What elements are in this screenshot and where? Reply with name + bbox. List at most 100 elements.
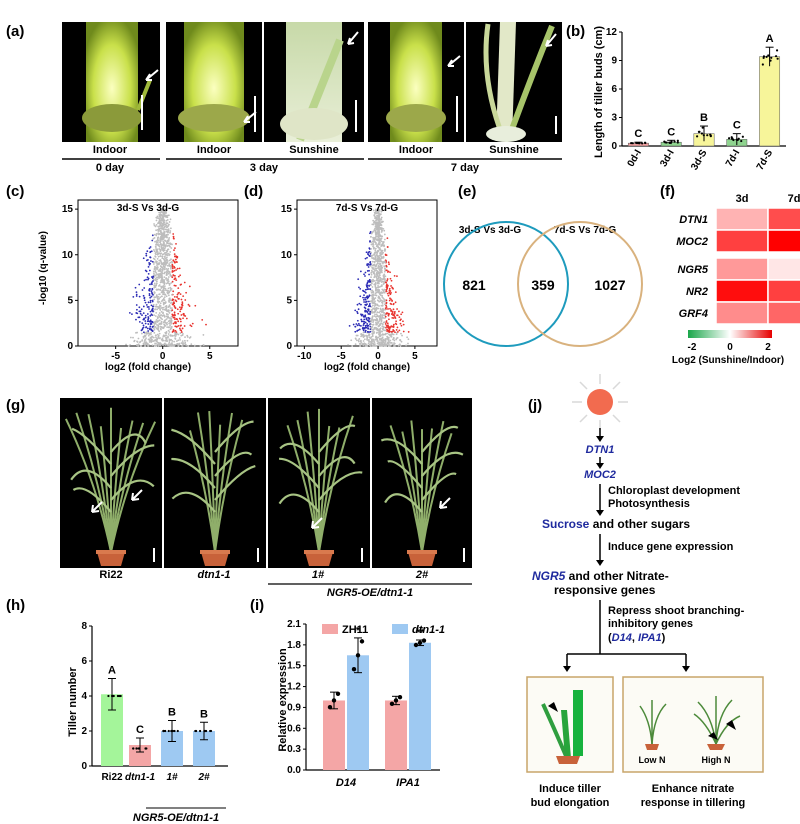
sun-icon xyxy=(572,374,628,430)
volcano-point xyxy=(177,344,180,347)
volcano-point xyxy=(157,335,160,338)
volcano-point xyxy=(146,306,149,308)
volcano-point xyxy=(359,340,362,343)
volcano-point xyxy=(378,247,381,249)
volcano-point xyxy=(163,285,166,288)
volcano-point xyxy=(363,301,365,303)
volcano-point xyxy=(374,221,376,224)
venn-right-label: 7d-S Vs 7d-G xyxy=(554,225,616,236)
volcano-point xyxy=(360,333,363,335)
volcano-point xyxy=(161,318,164,321)
volcano-point xyxy=(148,308,150,310)
volcano-point xyxy=(159,237,162,240)
volcano-point xyxy=(383,229,386,232)
y-tick-label: 9 xyxy=(611,56,617,67)
volcano-point xyxy=(367,252,369,255)
volcano-point xyxy=(385,325,388,327)
volcano-point xyxy=(387,270,390,273)
volcano-point xyxy=(162,216,165,219)
volcano-point xyxy=(381,301,383,304)
volcano-point xyxy=(381,342,384,345)
volcano-point xyxy=(165,259,168,261)
volcano-point xyxy=(155,260,157,263)
volcano-point xyxy=(156,252,159,255)
volcano-point xyxy=(354,309,357,312)
volcano-point xyxy=(157,255,160,258)
volcano-point xyxy=(385,320,388,322)
volcano-point xyxy=(384,280,387,282)
volcano-point xyxy=(164,305,167,308)
volcano-point xyxy=(381,327,384,330)
volcano-point xyxy=(386,341,389,344)
volcano-point xyxy=(165,315,168,318)
volcano-point xyxy=(364,307,367,310)
volcano-point xyxy=(395,320,398,323)
volcano-point xyxy=(158,300,161,303)
volcano-point xyxy=(154,315,157,317)
volcano-point xyxy=(173,316,176,319)
volcano-point xyxy=(172,345,175,347)
volcano-point xyxy=(149,310,152,313)
volcano-point xyxy=(179,318,182,321)
data-dot xyxy=(138,747,141,750)
volcano-point xyxy=(169,230,172,232)
volcano-point xyxy=(190,343,193,346)
volcano-point xyxy=(161,225,164,228)
volcano-point xyxy=(392,302,395,305)
volcano-point xyxy=(150,313,153,316)
heatmap-cell xyxy=(715,229,769,253)
volcano-point xyxy=(390,285,392,287)
volcano-point xyxy=(155,305,158,308)
volcano-point xyxy=(158,262,161,265)
volcano-point xyxy=(376,273,379,276)
venn-left-circle xyxy=(443,221,569,347)
volcano-point xyxy=(385,326,387,329)
volcano-point xyxy=(383,265,386,268)
volcano-point xyxy=(167,292,169,295)
volcano-point xyxy=(386,287,388,290)
volcano-point xyxy=(160,221,163,224)
significance-letter: A xyxy=(766,33,774,45)
volcano-point xyxy=(401,311,404,314)
volcano-point xyxy=(149,296,152,299)
volcano-point xyxy=(357,322,360,325)
volcano-point xyxy=(386,328,388,331)
volcano-point xyxy=(169,245,171,248)
j-step-photosynthesis: Photosynthesis xyxy=(608,498,690,510)
volcano-point xyxy=(181,345,184,347)
volcano-point xyxy=(161,266,164,269)
volcano-point xyxy=(372,302,375,304)
volcano-point xyxy=(383,317,386,320)
volcano-point xyxy=(382,277,385,280)
volcano-point xyxy=(372,297,375,300)
volcano-point xyxy=(161,268,164,271)
volcano-point xyxy=(362,343,365,346)
volcano-point xyxy=(155,334,157,337)
volcano-point xyxy=(371,315,374,318)
volcano-point xyxy=(375,208,377,211)
volcano-point xyxy=(378,210,380,213)
volcano-point xyxy=(376,221,378,224)
volcano-point xyxy=(376,323,378,326)
volcano-point xyxy=(147,343,149,345)
volcano-point xyxy=(136,312,139,315)
volcano-point xyxy=(382,242,385,244)
volcano-point xyxy=(161,277,164,280)
volcano-point xyxy=(152,272,155,275)
volcano-point xyxy=(370,326,373,329)
volcano-point xyxy=(178,291,180,294)
volcano-point xyxy=(384,248,387,251)
volcano-point xyxy=(162,250,165,252)
volcano-point xyxy=(169,227,172,230)
volcano-point xyxy=(363,298,365,301)
volcano-point xyxy=(385,290,388,293)
volcano-point xyxy=(366,311,369,314)
volcano-point xyxy=(374,251,377,254)
j-moc2: MOC2 xyxy=(584,469,616,481)
heatmap-row-label: NR2 xyxy=(686,286,708,298)
volcano-point xyxy=(167,280,170,283)
volcano-point xyxy=(163,249,166,252)
volcano-point xyxy=(399,339,402,341)
plot-frame xyxy=(77,199,239,347)
